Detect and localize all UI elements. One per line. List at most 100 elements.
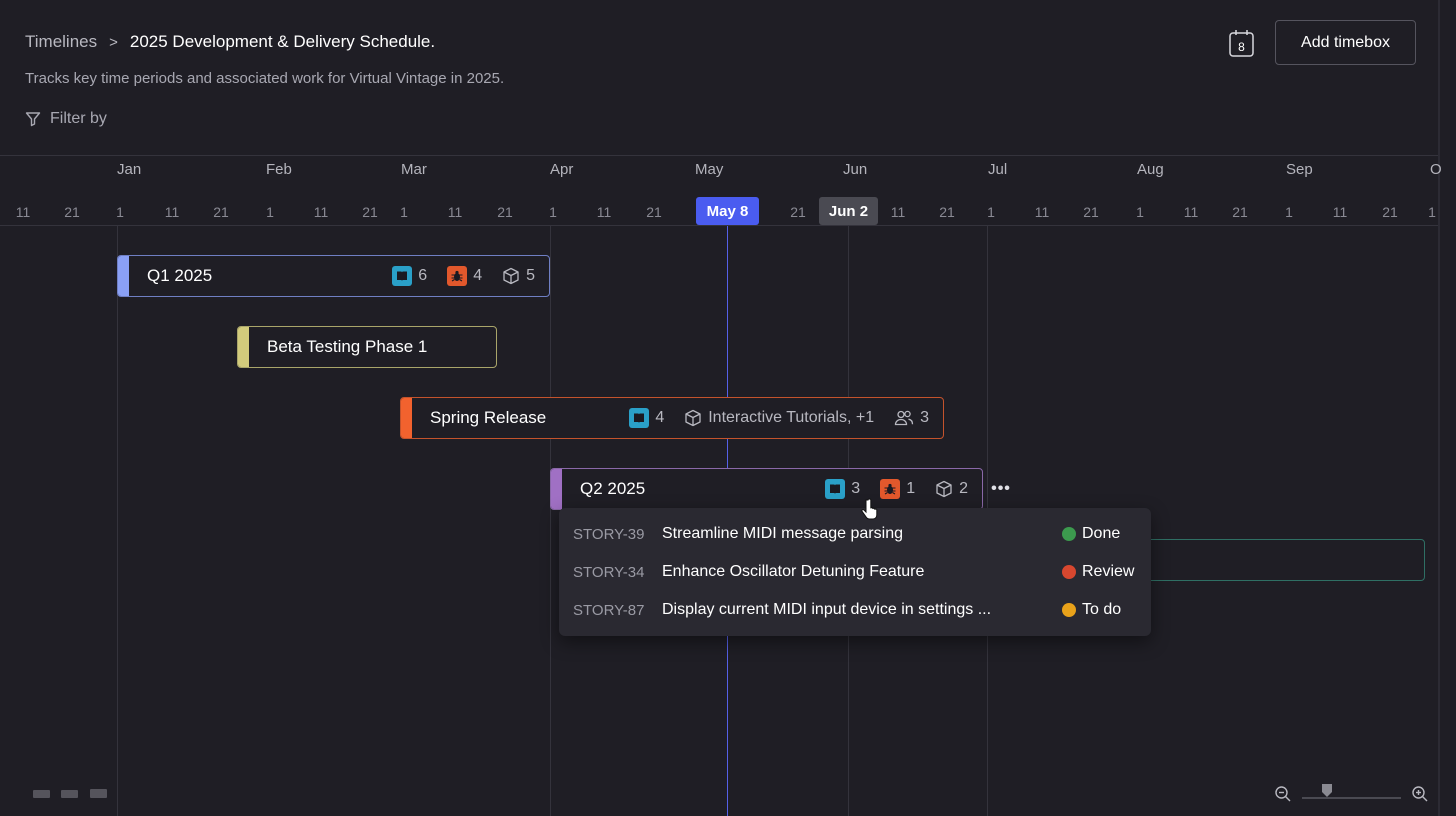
story-title: Enhance Oscillator Detuning Feature [662, 563, 925, 580]
day-tick-label: 11 [596, 204, 612, 220]
status-label: To do [1082, 601, 1122, 618]
story-status: Review [1062, 563, 1134, 581]
bug-icon [447, 266, 468, 286]
status-label: Done [1082, 525, 1121, 542]
zoom-out-icon[interactable] [1274, 785, 1292, 803]
story-title: Streamline MIDI message parsing [662, 525, 903, 542]
timebox-stat-value: 6 [418, 267, 428, 284]
timebox-stat-bug[interactable]: 1 [880, 479, 915, 499]
density-large-button[interactable] [90, 789, 107, 798]
package-icon [935, 480, 953, 498]
story-title: Display current MIDI input device in set… [662, 601, 992, 618]
bug-icon [880, 479, 901, 499]
grid-line-jan [117, 226, 118, 816]
day-tick-label: 21 [790, 204, 806, 220]
month-label: Mar [401, 161, 427, 178]
popover-story-row[interactable]: STORY-39 Streamline MIDI message parsing D… [559, 515, 1151, 553]
story-key: STORY-34 [573, 563, 645, 581]
timebox-stat-users[interactable]: 3 [894, 409, 929, 427]
day-tick-label: 11 [15, 204, 31, 220]
timebox-stat-package[interactable]: 2 [935, 480, 968, 498]
zoom-slider-thumb[interactable] [1321, 783, 1333, 798]
timebox-stat-value: 3 [851, 480, 861, 497]
status-dot-icon [1062, 527, 1076, 541]
timebox-stats: 6 4 5 [392, 266, 549, 286]
day-tick-label: 11 [1183, 204, 1199, 220]
status-label: Review [1082, 563, 1135, 580]
month-label: Jul [988, 161, 1008, 178]
timebox-partially-hidden[interactable] [1130, 539, 1425, 581]
filter-button[interactable]: Filter by [25, 110, 107, 128]
timebox-stat-value: 4 [473, 267, 483, 284]
timebox-stat-story[interactable]: 6 [392, 266, 427, 286]
timeline-right-edge [1438, 0, 1440, 816]
timebox-stat-bug[interactable]: 4 [447, 266, 482, 286]
zoom-in-icon[interactable] [1411, 785, 1429, 803]
timebox-stat-package[interactable]: Interactive Tutorials, +1 [684, 409, 874, 427]
story-key: STORY-39 [573, 525, 645, 543]
timebox-name: Q2 2025 [580, 479, 646, 498]
timebox-stat-value: 1 [906, 480, 916, 497]
day-tick-label: 1 [116, 204, 124, 220]
day-tick-label: 1 [987, 204, 995, 220]
day-tick-label: 21 [1083, 204, 1099, 220]
day-tick-label: 11 [164, 204, 180, 220]
filter-icon [25, 112, 41, 127]
month-label: Aug [1137, 161, 1164, 178]
timebox-q2-2025[interactable]: Q2 2025 3 1 2 [550, 468, 983, 510]
day-tick-label: 11 [447, 204, 463, 220]
timebox-color-accent [238, 327, 249, 367]
timebox-stat-value: 3 [920, 409, 929, 426]
timebox-color-accent [118, 256, 129, 296]
timebox-spring-release[interactable]: Spring Release 4 Interactive Tutorials, +1… [400, 397, 944, 439]
timebox-name: Q1 2025 [147, 266, 213, 285]
timebox-stats: 4 Interactive Tutorials, +1 3 [629, 408, 943, 428]
timebox-stat-story[interactable]: 3 [825, 479, 860, 499]
story-icon [629, 408, 650, 428]
timebox-stat-value: 5 [526, 267, 535, 284]
timebox-name: Beta Testing Phase 1 [267, 337, 428, 356]
timebox-stats: 3 1 2 [825, 479, 982, 499]
popover-story-row[interactable]: STORY-34 Enhance Oscillator Detuning Feat… [559, 553, 1151, 591]
day-tick-label: 21 [213, 204, 229, 220]
story-icon [392, 266, 413, 286]
timebox-beta-testing-phase-1[interactable]: Beta Testing Phase 1 [237, 326, 497, 368]
density-compact-button[interactable] [33, 790, 50, 798]
package-icon [502, 267, 520, 285]
timebox-stat-package[interactable]: 5 [502, 267, 535, 285]
breadcrumb-timelines-link[interactable]: Timelines [25, 32, 98, 51]
story-key: STORY-87 [573, 601, 645, 619]
story-icon [825, 479, 846, 499]
month-label: May [695, 161, 724, 178]
day-tick-label: 1 [1285, 204, 1293, 220]
more-options-button[interactable]: ••• [991, 480, 1011, 497]
scale-divider-top [0, 155, 1440, 156]
day-tick-label: 1 [1136, 204, 1144, 220]
breadcrumb-separator: > [109, 33, 118, 51]
filter-label: Filter by [50, 110, 107, 127]
popover-story-row[interactable]: STORY-87 Display current MIDI input devic… [559, 591, 1151, 629]
scale-divider-bottom [0, 225, 1440, 226]
day-tick-label: 11 [313, 204, 329, 220]
month-label: Apr [550, 161, 574, 178]
jump-to-today-button[interactable]: 8 [1228, 28, 1256, 58]
day-tick-label: 11 [1034, 204, 1050, 220]
day-tick-label: 21 [497, 204, 513, 220]
timebox-color-accent [401, 398, 412, 438]
timebox-q1-2025[interactable]: Q1 2025 6 4 5 [117, 255, 550, 297]
day-tick-label: 21 [646, 204, 662, 220]
status-dot-icon [1062, 565, 1076, 579]
zoom-slider-track[interactable] [1302, 797, 1401, 799]
day-tick-label: 11 [1332, 204, 1348, 220]
density-medium-button[interactable] [61, 790, 78, 798]
grid-line-apr [550, 226, 551, 816]
timebox-color-accent [551, 469, 562, 509]
day-tick-label: 21 [362, 204, 378, 220]
package-icon [684, 409, 702, 427]
today-marker: May 8 [696, 197, 759, 225]
add-timebox-button[interactable]: Add timebox [1275, 20, 1416, 65]
timebox-stat-value: Interactive Tutorials, +1 [708, 409, 875, 426]
timebox-stat-story[interactable]: 4 [629, 408, 664, 428]
day-tick-label: 21 [939, 204, 955, 220]
day-tick-label: 11 [890, 204, 906, 220]
